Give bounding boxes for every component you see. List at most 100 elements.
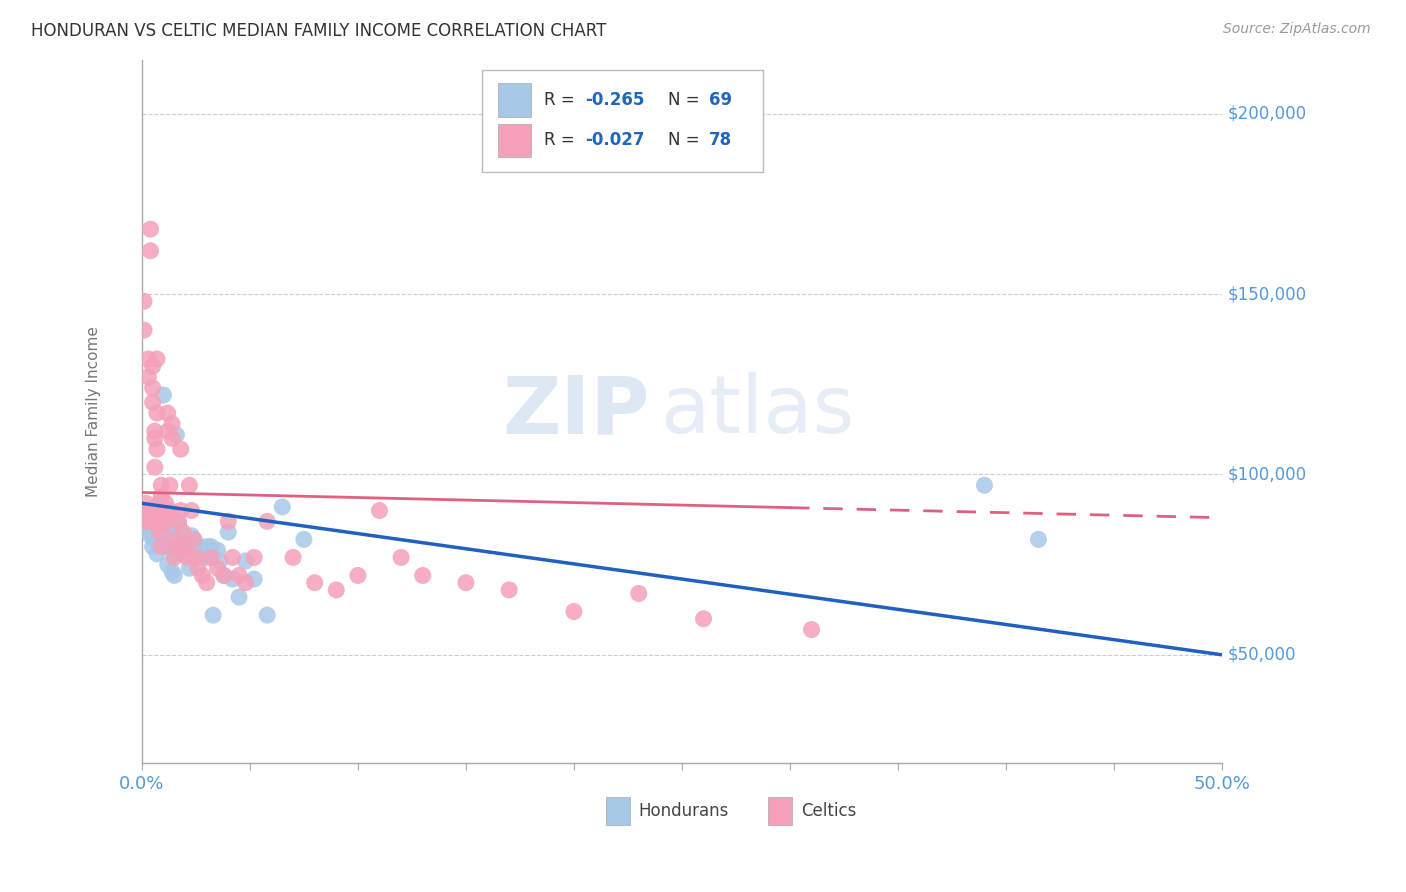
Point [163,550,186,565]
Point [135,496,157,510]
Point [143,431,166,445]
Point [146,503,169,517]
Point [146,533,169,547]
Point [172,547,194,561]
Point [292,533,315,547]
Point [152,503,174,517]
Text: N =: N = [668,131,704,150]
Point [143,460,166,475]
Point [325,582,347,597]
Point [155,496,177,510]
Point [160,565,183,579]
Point [136,503,159,517]
Text: -0.027: -0.027 [585,131,644,150]
Point [174,533,197,547]
Point [217,514,239,528]
Point [163,568,186,582]
Point [165,540,187,554]
Point [150,489,173,503]
Point [146,351,169,366]
Point [143,533,166,547]
Point [170,547,193,561]
Point [152,529,174,543]
Point [235,575,257,590]
Point [148,514,170,528]
Point [183,533,205,547]
Point [139,514,162,528]
Point [135,503,157,517]
Point [132,323,155,337]
Point [195,575,218,590]
Text: atlas: atlas [661,372,855,450]
Point [200,540,222,554]
Point [155,510,177,524]
Point [179,561,201,575]
Point [146,547,169,561]
Point [191,550,214,565]
Point [412,568,434,582]
Point [160,417,183,431]
Point [167,536,190,550]
Point [207,561,229,575]
Point [142,518,165,533]
Point [159,478,181,492]
Point [150,540,173,554]
Point [167,514,190,528]
Point [156,424,179,438]
Point [156,533,179,547]
Point [136,370,159,384]
Point [143,510,166,524]
Point [155,540,177,554]
FancyBboxPatch shape [482,70,763,172]
Point [195,540,218,554]
Point [174,540,197,554]
Point [156,558,179,572]
Point [142,381,165,395]
Point [142,540,165,554]
Point [627,586,650,600]
Point [1028,533,1050,547]
Point [256,514,278,528]
Point [146,525,169,540]
Text: N =: N = [668,91,704,109]
Point [692,612,714,626]
Point [193,547,215,561]
Point [156,406,179,420]
Point [256,608,278,623]
Point [170,525,193,540]
Point [142,514,165,528]
Point [142,359,165,374]
Point [179,540,201,554]
Text: $50,000: $50,000 [1227,646,1296,664]
Point [148,496,170,510]
Text: ZIP: ZIP [502,372,650,450]
Bar [498,83,530,117]
Point [368,503,391,517]
Text: $200,000: $200,000 [1227,104,1306,123]
Point [228,590,250,604]
Point [135,514,157,528]
Point [235,554,257,568]
Point [148,514,170,528]
Text: $100,000: $100,000 [1227,466,1306,483]
Point [217,525,239,540]
Point [179,478,201,492]
Point [176,550,198,565]
Point [139,244,162,258]
Text: 69: 69 [709,91,733,109]
Point [188,543,211,558]
Point [221,550,243,565]
Point [271,500,294,514]
Point [136,522,159,536]
Point [136,351,159,366]
Point [200,550,222,565]
Point [167,518,190,533]
Point [152,510,174,524]
Point [132,294,155,309]
Point [184,550,207,565]
Point [498,582,520,597]
Point [212,568,235,582]
Point [304,575,326,590]
Point [198,550,221,565]
Point [165,540,187,554]
